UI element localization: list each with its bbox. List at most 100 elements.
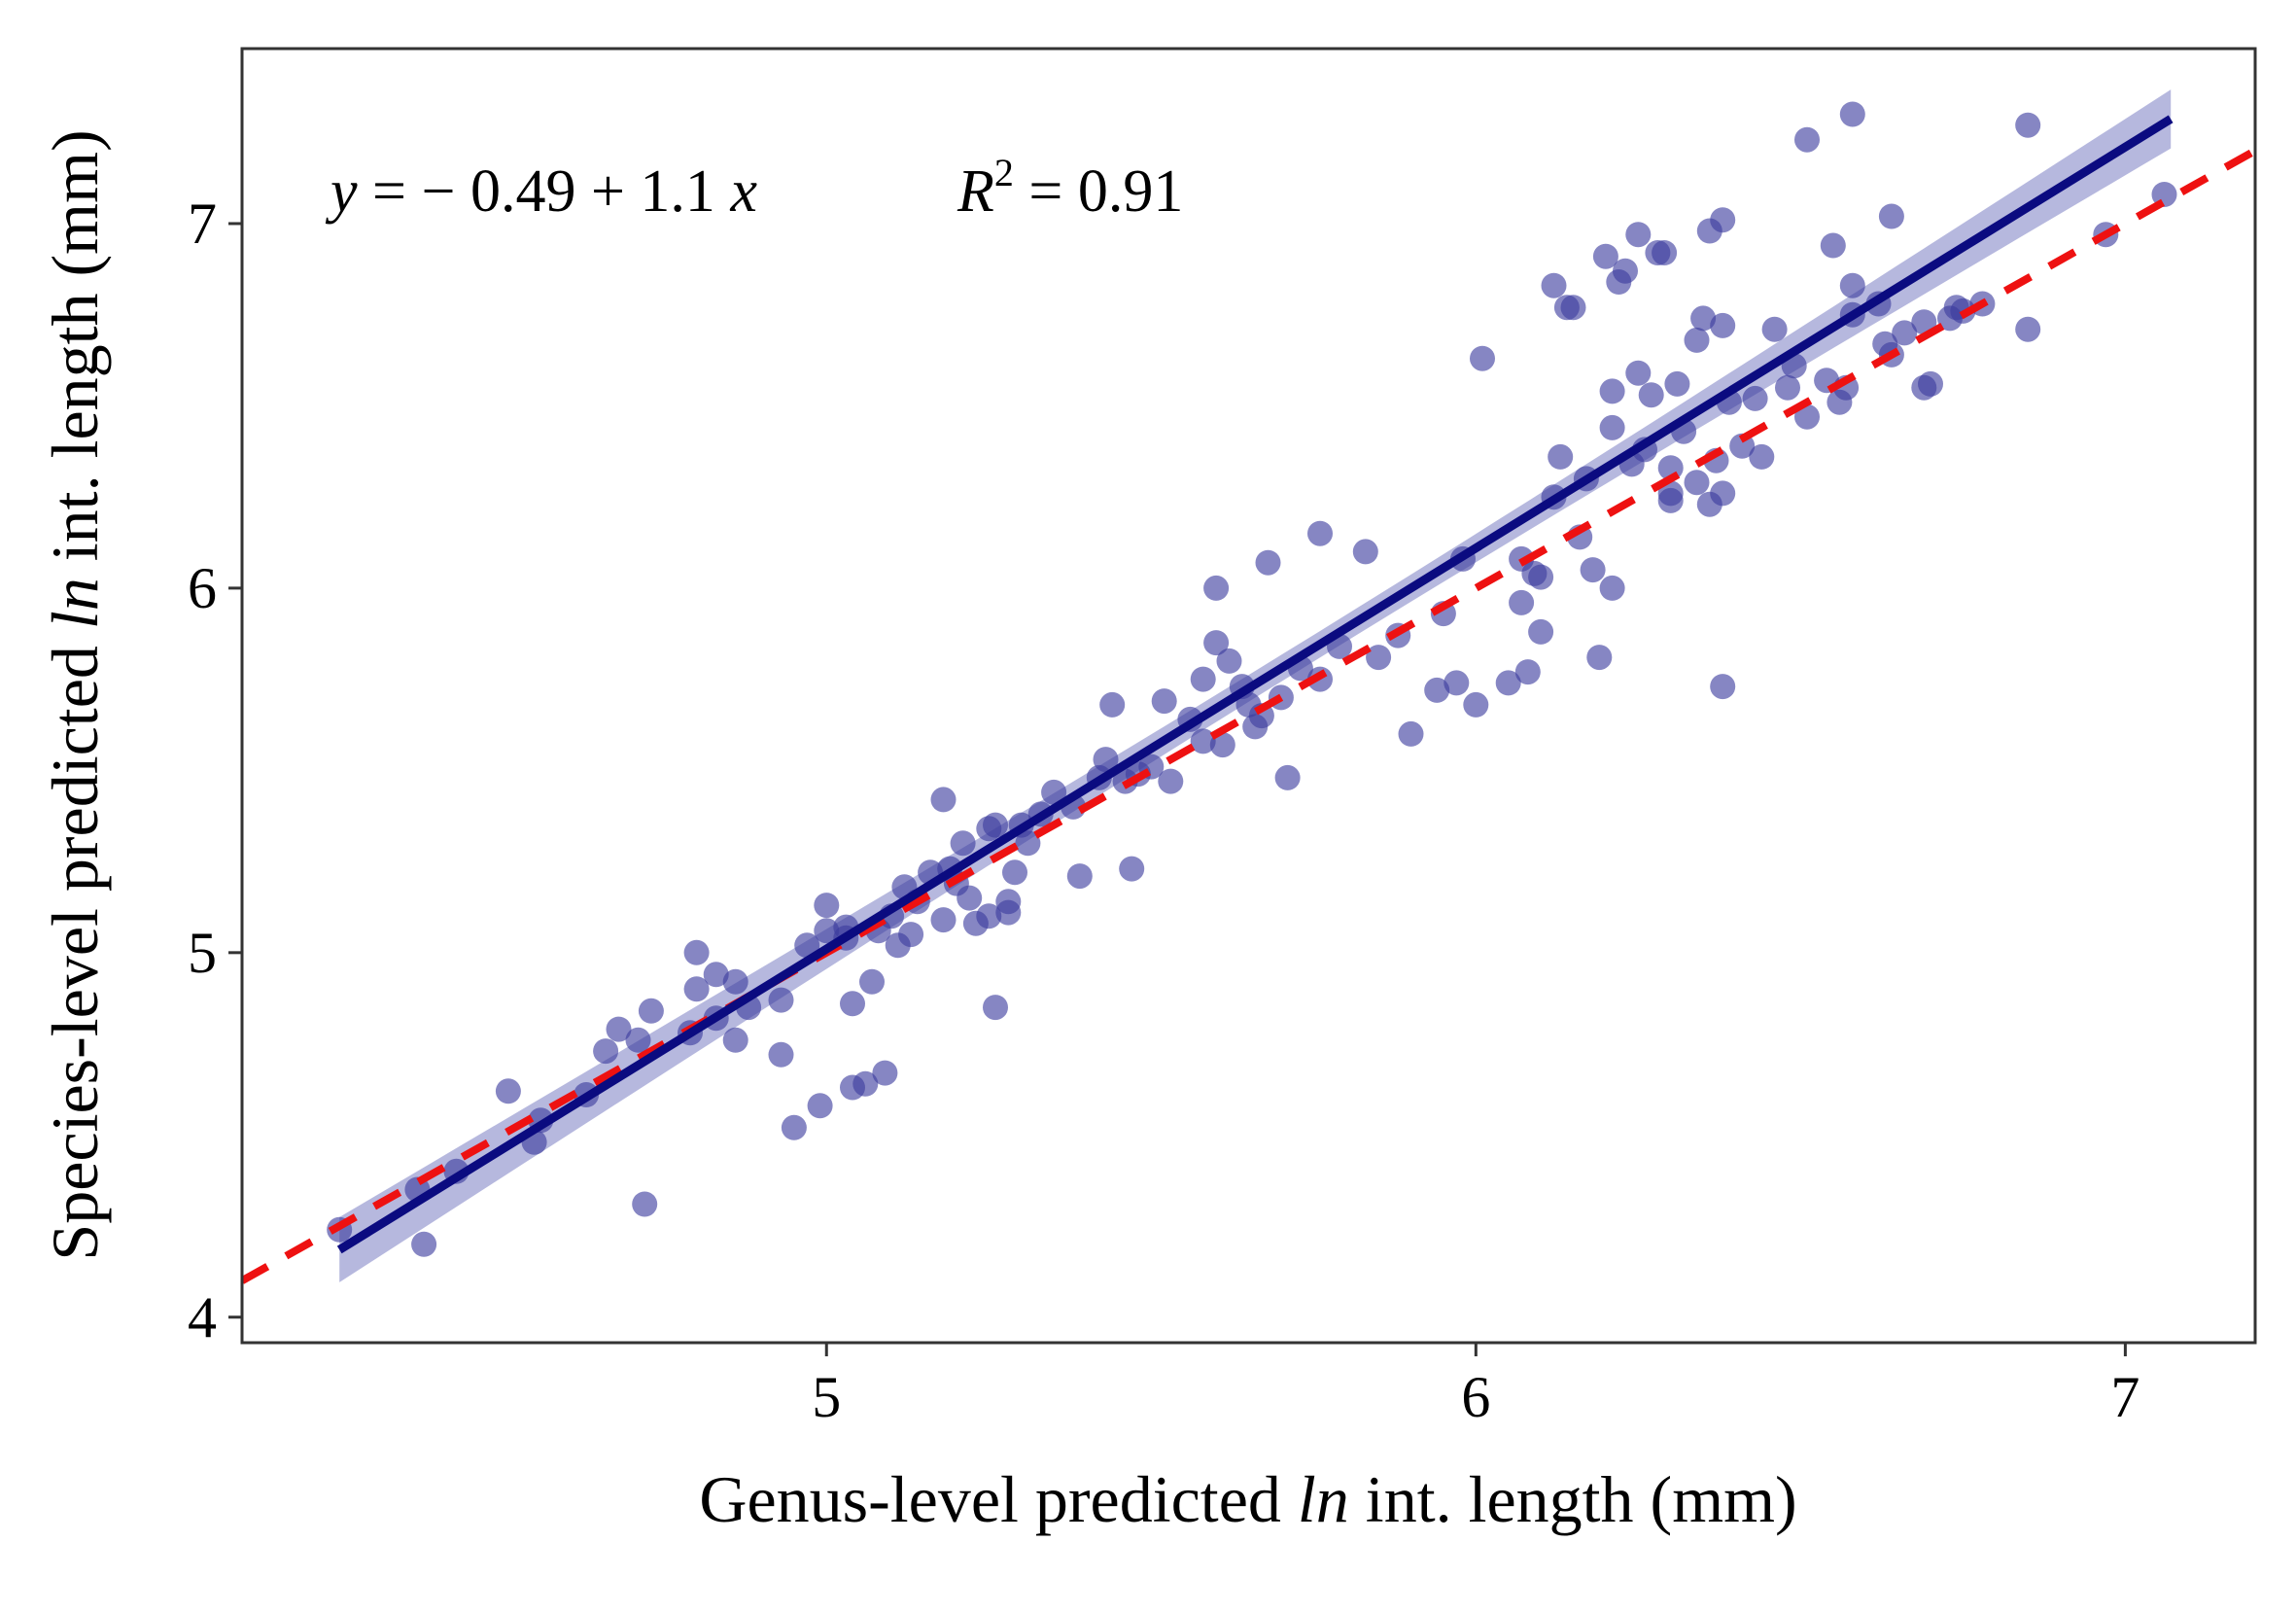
data-point-104 — [1528, 618, 1554, 645]
data-point-140 — [1710, 207, 1736, 233]
data-point-146 — [1749, 443, 1775, 470]
data-point-55 — [1002, 859, 1027, 886]
data-point-19 — [722, 968, 748, 995]
data-point-114 — [1586, 645, 1613, 671]
data-point-115 — [1592, 243, 1618, 269]
x-axis-title-ln: ln — [1298, 1462, 1349, 1536]
r-squared-annotation: R2 = 0.91 — [957, 151, 1183, 225]
data-point-35 — [872, 1060, 898, 1086]
data-point-32 — [852, 1070, 879, 1097]
x-tick-label-5: 5 — [812, 1365, 841, 1429]
data-point-98 — [1470, 345, 1495, 371]
regression-annotation: y = − 0.49 + 1.1 x — [325, 158, 757, 225]
data-point-87 — [1307, 520, 1333, 546]
data-point-76 — [1209, 732, 1235, 758]
data-point-165 — [1911, 309, 1937, 335]
data-point-22 — [768, 987, 794, 1013]
annotation-equation: = − 0.49 + 1.1 — [358, 158, 731, 225]
data-point-113 — [1580, 557, 1606, 583]
plot-frame — [240, 47, 2257, 1345]
data-point-72 — [1190, 728, 1216, 754]
identity-reference-line — [242, 147, 2255, 1284]
data-point-92 — [1398, 720, 1424, 747]
y-tick-label-5: 5 — [188, 921, 217, 985]
y-axis-title-pre: Species-level predicted — [38, 629, 112, 1261]
data-point-97 — [1463, 691, 1489, 718]
data-point-105 — [1528, 564, 1554, 590]
y-tick-label-6: 6 — [188, 556, 217, 620]
data-point-59 — [1041, 779, 1067, 805]
data-point-50 — [976, 903, 1002, 929]
x-axis-title: Genus-level predicted ln int. length (mm… — [699, 1462, 1796, 1536]
data-point-144 — [1729, 433, 1756, 459]
y-axis-title: Species-level predicted ln int. length (… — [38, 129, 112, 1260]
y-axis-title-ln: ln — [38, 578, 112, 629]
data-point-73 — [1190, 666, 1216, 692]
x-axis-title-post: int. length (mm) — [1349, 1462, 1797, 1536]
data-point-153 — [1820, 232, 1846, 259]
data-point-57 — [1015, 830, 1041, 857]
data-point-4 — [495, 1078, 521, 1104]
regression-fit-line — [336, 115, 2174, 1254]
data-point-139 — [1710, 480, 1736, 507]
data-point-27 — [814, 893, 840, 919]
data-point-133 — [1684, 470, 1710, 496]
data-point-82 — [1255, 549, 1281, 576]
data-point-122 — [1625, 222, 1652, 248]
x-axis-title-pre: Genus-level predicted — [699, 1462, 1298, 1536]
data-point-157 — [1839, 101, 1865, 127]
data-point-150 — [1794, 403, 1820, 430]
data-point-172 — [2015, 112, 2041, 138]
data-point-102 — [1514, 659, 1541, 685]
data-point-9 — [606, 1016, 632, 1042]
data-point-15 — [683, 939, 710, 965]
data-point-158 — [1839, 272, 1865, 298]
data-point-2 — [411, 1231, 437, 1257]
data-point-24 — [794, 932, 820, 959]
data-point-26 — [814, 918, 840, 944]
data-point-145 — [1742, 385, 1768, 411]
data-point-151 — [1794, 126, 1820, 153]
axes-layer: 5 6 7 4 5 6 7 — [188, 192, 2139, 1429]
data-point-120 — [1613, 258, 1638, 284]
data-point-108 — [1548, 443, 1574, 470]
data-point-16 — [703, 962, 729, 988]
data-point-43 — [930, 787, 957, 813]
x-tick-label-7: 7 — [2110, 1365, 2139, 1429]
data-point-64 — [1099, 691, 1126, 718]
data-point-69 — [1151, 688, 1177, 715]
data-point-74 — [1203, 630, 1230, 656]
lines-layer — [242, 115, 2255, 1284]
data-point-161 — [1878, 203, 1904, 229]
annotation-x: x — [729, 158, 757, 225]
data-point-101 — [1509, 589, 1535, 615]
data-point-77 — [1216, 648, 1242, 674]
data-point-147 — [1761, 316, 1788, 342]
data-point-131 — [1664, 370, 1690, 397]
data-point-54 — [995, 889, 1022, 915]
data-point-99 — [1495, 670, 1521, 696]
data-point-135 — [1690, 305, 1717, 332]
data-point-84 — [1274, 764, 1301, 790]
data-point-166 — [1918, 370, 1943, 397]
data-point-125 — [1638, 382, 1664, 408]
data-point-11 — [632, 1191, 658, 1217]
annotation-r-sup: 2 — [994, 151, 1014, 194]
data-point-116 — [1599, 378, 1625, 404]
data-point-117 — [1599, 414, 1625, 440]
data-point-39 — [898, 922, 924, 948]
annotation-r: R — [957, 158, 994, 225]
data-point-163 — [1892, 320, 1918, 346]
data-point-148 — [1775, 374, 1800, 401]
data-point-110 — [1560, 295, 1586, 321]
annotation-r2-value: = 0.91 — [1014, 158, 1183, 225]
data-point-89 — [1352, 539, 1378, 565]
data-point-33 — [859, 968, 885, 995]
data-point-46 — [950, 830, 976, 857]
data-point-174 — [2151, 182, 2177, 207]
data-point-63 — [1093, 747, 1119, 773]
data-point-123 — [1625, 360, 1652, 386]
data-point-106 — [1541, 272, 1567, 298]
data-point-18 — [722, 1027, 748, 1053]
